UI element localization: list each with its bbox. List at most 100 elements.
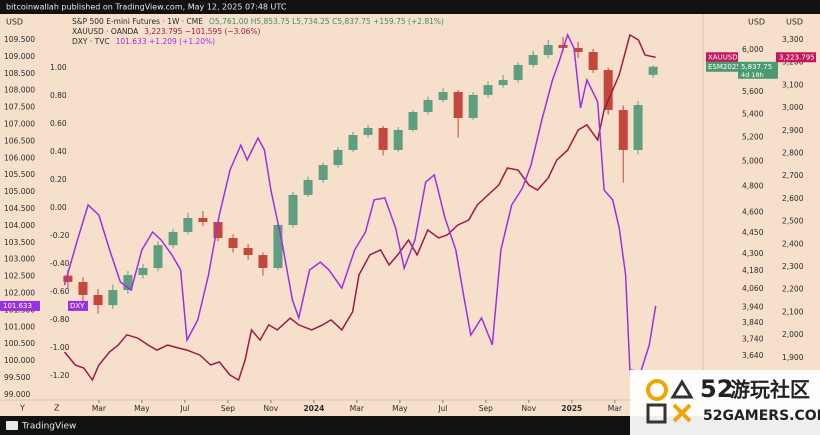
legend-name: S&P 500 E-mini Futures · 1W · CME xyxy=(72,17,203,26)
candle-body xyxy=(438,92,448,100)
candle-body xyxy=(618,109,628,150)
y3-tick-label: 4,600 xyxy=(742,208,764,217)
y4-tick-label: 3,300 xyxy=(782,35,804,44)
candle-body xyxy=(423,99,433,112)
candle-body xyxy=(108,289,118,306)
x-tick-label: May xyxy=(392,404,408,413)
corner-label: Z xyxy=(54,404,60,413)
price-tag-box xyxy=(0,300,40,311)
candle-body xyxy=(633,105,643,150)
y3-tick-label: 4,300 xyxy=(742,249,764,258)
price-tag-name: XAUUSD xyxy=(708,53,738,61)
watermark-mark: 52 xyxy=(700,375,733,403)
axis-currency: USD xyxy=(748,18,765,27)
y-tick-label: 104.000 xyxy=(4,221,35,230)
header-bar xyxy=(0,0,820,14)
y-tick-label: 107.000 xyxy=(4,120,35,129)
x-tick-label: Mar xyxy=(608,404,623,413)
y-tick-label: 102.500 xyxy=(4,272,35,281)
candle-body xyxy=(483,85,493,95)
y3-tick-label: 4,800 xyxy=(742,182,764,191)
y3-tick-label: 3,940 xyxy=(742,302,764,311)
price-tag-name-box xyxy=(706,52,738,63)
price-tag-box xyxy=(776,52,816,63)
price-tag-name: ESM2025 xyxy=(708,63,741,71)
x-tick-label: Sep xyxy=(479,404,493,413)
y-tick-label: 107.500 xyxy=(4,103,35,112)
price-tag-value: 5,837.75 xyxy=(741,63,772,71)
price-tag-value: 101.633 xyxy=(3,302,32,310)
y4-tick-label: 2,700 xyxy=(782,171,804,180)
candle-body xyxy=(378,128,388,150)
candle-body xyxy=(363,128,373,136)
legend-quote: O5,761.00 H5,853.75 L5,734.25 C5,837.75 … xyxy=(209,17,444,26)
candle-body xyxy=(138,268,148,276)
candle-body xyxy=(468,94,478,119)
candle-body xyxy=(528,55,538,65)
candle-body xyxy=(258,255,268,269)
y2-tick-label: -0.80 xyxy=(50,315,70,324)
y2-tick-label: 0.00 xyxy=(50,203,67,212)
y3-tick-label: 5,200 xyxy=(742,133,764,142)
y-tick-label: 99.000 xyxy=(4,390,30,399)
brand-logo xyxy=(6,421,18,430)
candle-body xyxy=(453,92,463,119)
price-tag-box xyxy=(738,61,778,79)
y-tick-label: 103.000 xyxy=(4,255,35,264)
candle-body xyxy=(123,275,133,290)
y2-tick-label: 0.20 xyxy=(50,175,67,184)
axis-currency: USD xyxy=(786,18,803,27)
price-tag-value: 3,223.795 xyxy=(779,53,815,61)
y-tick-label: 105.500 xyxy=(4,170,35,179)
y3-tick-label: 5,400 xyxy=(742,109,764,118)
candle-body xyxy=(198,217,208,223)
candle-body xyxy=(213,222,223,239)
candle-body xyxy=(498,79,508,86)
candle-body xyxy=(273,224,283,269)
candle-body xyxy=(393,129,403,150)
y2-tick-label: -0.20 xyxy=(50,231,70,240)
candle-body xyxy=(543,45,553,56)
y-tick-label: 106.000 xyxy=(4,153,35,162)
candle-body xyxy=(63,275,73,283)
legend-name: XAUUSD · OANDA xyxy=(72,27,139,36)
y4-tick-label: 3,100 xyxy=(782,80,804,89)
y3-tick-label: 5,000 xyxy=(742,157,764,166)
y2-tick-label: -0.60 xyxy=(50,287,70,296)
y-tick-label: 105.000 xyxy=(4,187,35,196)
candle-body xyxy=(168,231,178,246)
y2-tick-label: 0.60 xyxy=(50,119,67,128)
y2-tick-label: 0.40 xyxy=(50,147,67,156)
y-tick-label: 108.500 xyxy=(4,69,35,78)
x-tick-label: Mar xyxy=(92,404,107,413)
y4-tick-label: 1,900 xyxy=(782,353,804,362)
candle-body xyxy=(183,217,193,232)
x-tick-label: Mar xyxy=(350,404,365,413)
x-tick-label: Sep xyxy=(221,404,235,413)
y3-tick-label: 3,640 xyxy=(742,351,764,360)
y3-tick-label: 3,740 xyxy=(742,334,764,343)
y4-tick-label: 2,100 xyxy=(782,307,804,316)
x-tick-label: Jul xyxy=(179,404,189,413)
y-tick-label: 104.500 xyxy=(4,204,35,213)
y-tick-label: 109.000 xyxy=(4,52,35,61)
y4-tick-label: 2,800 xyxy=(782,148,804,157)
x-tick-label: Jul xyxy=(437,404,447,413)
y2-tick-label: 0.80 xyxy=(50,91,67,100)
y2-tick-label: -1.20 xyxy=(50,371,70,380)
watermark-site: 52GAMERS.COM xyxy=(703,408,820,424)
candle-body xyxy=(573,47,583,53)
price-tag-name-box xyxy=(706,61,738,72)
candle-body xyxy=(348,135,358,150)
y3-tick-label: 3,840 xyxy=(742,318,764,327)
y3-tick-label: 4,180 xyxy=(742,266,764,275)
y-tick-label: 103.500 xyxy=(4,238,35,247)
y4-tick-label: 2,400 xyxy=(782,239,804,248)
candle-body xyxy=(228,238,238,248)
brand: TradingView xyxy=(21,422,76,432)
legend-quote: 101.633 +1.209 (+1.20%) xyxy=(116,37,216,46)
y4-tick-label: 2,200 xyxy=(782,285,804,294)
y3-tick-label: 4,450 xyxy=(742,228,764,237)
candle-body xyxy=(78,282,88,295)
